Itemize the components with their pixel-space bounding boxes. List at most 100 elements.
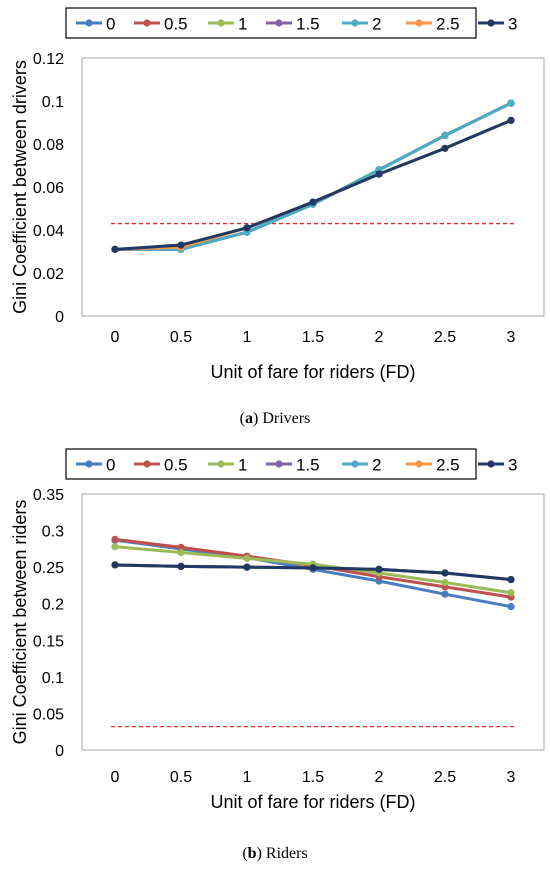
chart-b: 0 0.5 1 1.5 2 2.5 3 0 0.05 0.1 0.15 0.2 0.25 0.3 0.35 0…: [10, 448, 545, 812]
y-tick-label: 0.06: [33, 180, 64, 197]
y-tick-label: 0.08: [33, 137, 64, 154]
data-point: [507, 116, 515, 124]
x-tick-label: 1.5: [302, 329, 324, 346]
data-point: [375, 170, 383, 178]
data-point: [177, 241, 185, 249]
x-tick-label: 0: [111, 769, 120, 786]
y-tick-label: 0.05: [33, 706, 64, 723]
legend-label: 2: [372, 15, 381, 34]
legend-label: 0.5: [164, 456, 188, 475]
legend-label: 2.5: [436, 15, 460, 34]
series-line: [115, 101, 512, 251]
data-point: [441, 144, 449, 152]
legend-swatch-marker: [217, 460, 225, 468]
y-tick-label: 0.35: [33, 487, 64, 504]
data-point: [441, 131, 449, 139]
data-point: [309, 198, 317, 206]
legend-swatch-marker: [415, 460, 423, 468]
x-tick-label: 0.5: [170, 769, 192, 786]
caption-a-label: a: [245, 410, 253, 427]
x-tick-label: 1.5: [302, 769, 324, 786]
chart-a: 0 0.5 1 1.5 2 2.5 3 0 0.02 0.04 0.06 0.08 0.1 0.12 0 0.…: [10, 7, 545, 382]
data-point: [177, 548, 185, 557]
series-line: [114, 118, 512, 251]
caption-b-label: b: [247, 845, 257, 862]
series-line: [115, 101, 512, 251]
x-tick-label: 3: [507, 329, 516, 346]
x-tick-label: 2.5: [434, 769, 456, 786]
data-point: [441, 578, 449, 587]
x-tick-label: 1: [243, 329, 252, 346]
data-point: [507, 589, 515, 597]
x-tick-label: 2: [375, 329, 384, 346]
legend-swatch-marker: [85, 460, 93, 468]
legend: 0 0.5 1 1.5 2 2.5 3: [65, 7, 517, 39]
y-axis-label: Gini Coefficient between drivers: [10, 60, 30, 314]
legend-swatch-marker: [351, 19, 359, 27]
legend: 0 0.5 1 1.5 2 2.5 3: [65, 448, 517, 480]
plot-area: [81, 493, 545, 751]
data-point: [243, 554, 251, 562]
series-line: [115, 101, 512, 251]
legend-label: 2: [372, 456, 381, 475]
x-tick-label: 0.5: [170, 329, 192, 346]
y-tick-label: 0.1: [42, 670, 64, 687]
data-point: [309, 564, 317, 572]
y-tick-label: 0.3: [42, 524, 64, 541]
y-tick-label: 0.02: [33, 266, 64, 283]
caption-b-text: Riders: [265, 845, 308, 862]
legend-label: 3: [508, 15, 517, 34]
y-tick-label: 0.2: [42, 597, 64, 614]
legend-swatch-marker: [143, 19, 151, 27]
data-point: [177, 543, 185, 551]
data-point: [111, 245, 119, 253]
data-point: [111, 561, 119, 569]
data-point: [243, 224, 251, 232]
legend-label: 0: [106, 15, 115, 34]
x-axis-label: Unit of fare for riders (FD): [210, 362, 415, 382]
data-point: [441, 590, 449, 598]
legend-label: 3: [508, 456, 517, 475]
x-tick-label: 2.5: [434, 329, 456, 346]
series-line: [115, 101, 512, 251]
data-point: [441, 569, 449, 577]
y-tick-label: 0.15: [33, 633, 64, 650]
legend-swatch-marker: [487, 19, 495, 27]
caption-b: (b) Riders: [242, 845, 308, 862]
legend-swatch-marker: [275, 19, 283, 27]
y-tick-label: 0.12: [33, 51, 64, 68]
plot-area: [81, 57, 545, 317]
legend-swatch-marker: [351, 460, 359, 468]
caption-a: (a) Drivers: [239, 410, 311, 427]
legend-label: 1: [238, 15, 247, 34]
x-tick-label: 1: [243, 769, 252, 786]
data-point: [375, 565, 383, 573]
legend-swatch-marker: [487, 460, 495, 468]
legend-swatch-marker: [415, 19, 423, 27]
data-point: [507, 99, 515, 107]
x-axis-label: Unit of fare for riders (FD): [210, 792, 415, 812]
legend-swatch-marker: [275, 460, 283, 468]
legend-swatch-marker: [217, 19, 225, 27]
y-tick-label: 0.04: [33, 223, 64, 240]
data-point: [177, 562, 185, 571]
data-point: [507, 603, 515, 611]
series-line: [114, 118, 512, 251]
legend-label: 2.5: [436, 456, 460, 475]
data-point: [111, 535, 119, 543]
y-axis-label: Gini Coefficient between riders: [10, 500, 30, 745]
data-point: [111, 543, 119, 551]
legend-swatch-marker: [143, 460, 151, 468]
legend-label: 1.5: [296, 15, 320, 34]
data-point: [243, 563, 251, 571]
legend-label: 0: [106, 456, 115, 475]
legend-label: 0.5: [164, 15, 188, 34]
legend-swatch-marker: [85, 19, 93, 27]
y-tick-label: 0.25: [33, 560, 64, 577]
legend-label: 1.5: [296, 456, 320, 475]
caption-a-text: Drivers: [262, 410, 311, 427]
y-tick-label: 0: [55, 309, 64, 326]
data-point: [507, 575, 515, 584]
x-tick-label: 0: [111, 329, 120, 346]
